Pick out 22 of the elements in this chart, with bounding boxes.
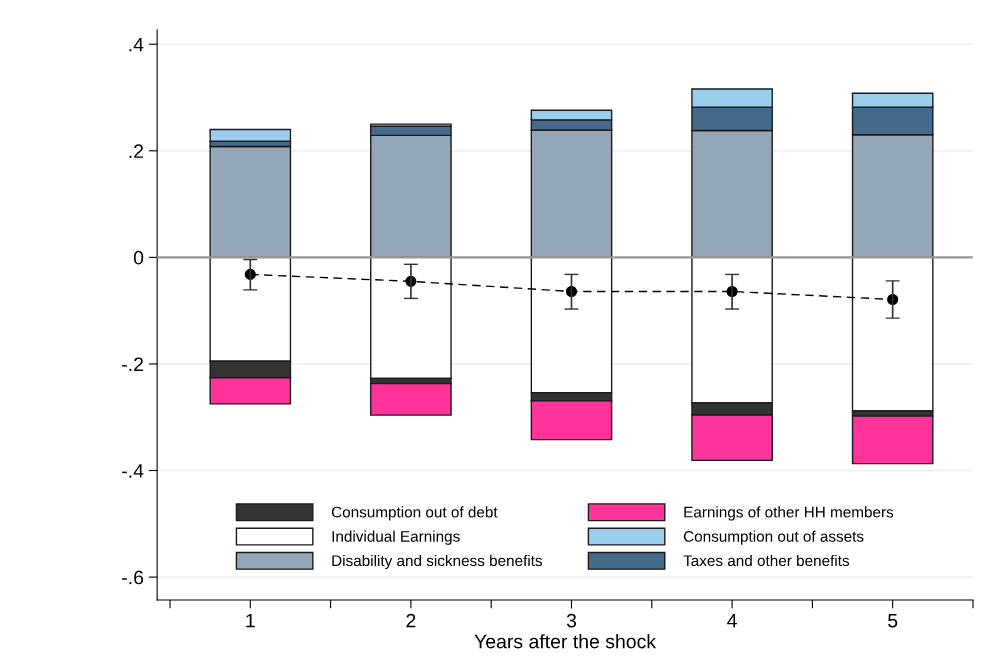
legend-label: Earnings of other HH members bbox=[684, 506, 894, 521]
x-axis-title: Years after the shock bbox=[474, 634, 657, 649]
bar bbox=[209, 145, 292, 259]
y-tick-label: 0 bbox=[133, 250, 144, 265]
bar bbox=[851, 256, 934, 412]
y-tick-label: -.4 bbox=[122, 464, 144, 478]
legend-label: Consumption out of assets bbox=[683, 530, 864, 545]
x-tick-label: 5 bbox=[888, 613, 898, 628]
legend-label: Individual Earnings bbox=[332, 530, 460, 545]
x-tick-label: 2 bbox=[406, 613, 416, 628]
y-tick-label: -.6 bbox=[122, 570, 144, 585]
bar bbox=[370, 256, 452, 380]
legend-label: Taxes and other benefits bbox=[683, 554, 850, 567]
legend-label: Disability and sickness benefits bbox=[332, 554, 543, 570]
y-tick-label: -.2 bbox=[122, 357, 143, 371]
x-tick-label: 4 bbox=[727, 613, 737, 628]
bar bbox=[370, 382, 452, 416]
x-tick-label: 1 bbox=[246, 613, 255, 628]
legend-label: Consumption out of debt bbox=[331, 506, 498, 521]
y-tick-label: .2 bbox=[129, 144, 143, 158]
y-tick-label: .4 bbox=[129, 37, 144, 52]
x-tick-label: 3 bbox=[566, 613, 577, 628]
